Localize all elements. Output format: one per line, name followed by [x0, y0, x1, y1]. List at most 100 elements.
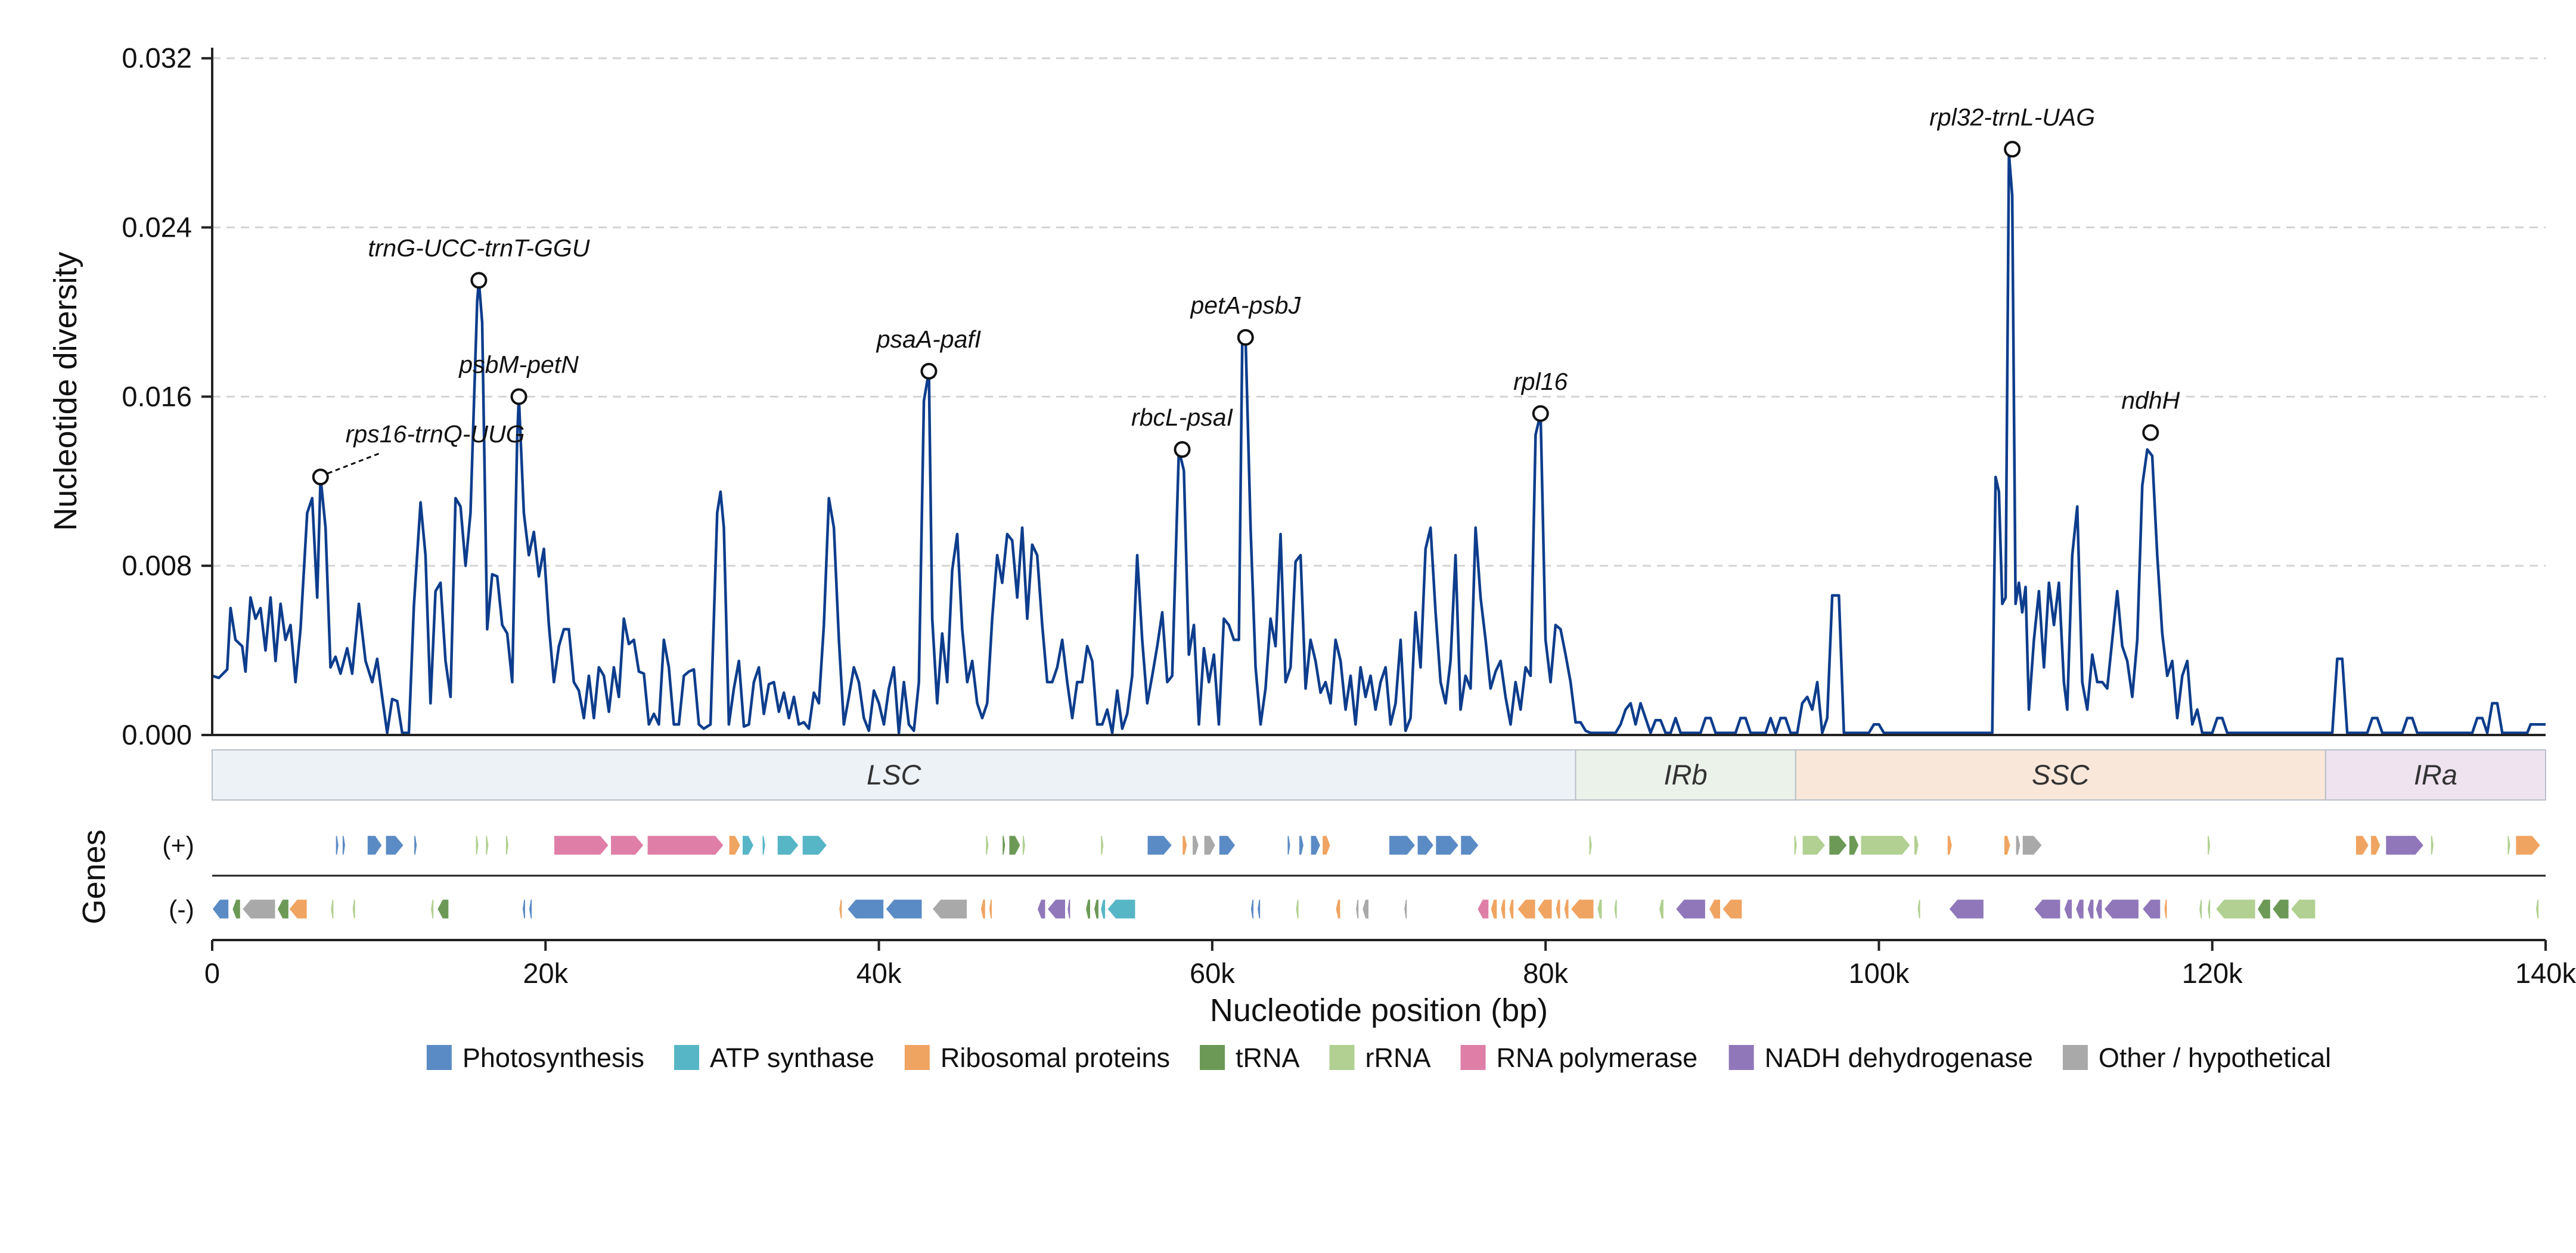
gene-rrna: [1802, 835, 1826, 856]
gene-photo: [1298, 835, 1305, 856]
y-tick-label: 0.000: [122, 719, 192, 750]
strand-plus-label: (+): [162, 832, 194, 860]
legend-label: NADH dehydrogenase: [1765, 1043, 2033, 1073]
gene-trna: [1848, 835, 1860, 856]
diversity-line: [212, 152, 2546, 734]
gene-rnap: [610, 835, 645, 856]
gene-ndh: [2075, 898, 2085, 920]
gene-rrna: [2206, 835, 2211, 856]
peak-label: petA-psbJ: [1189, 291, 1301, 319]
gene-ribo: [728, 835, 741, 856]
x-tick-label: 80k: [1523, 957, 1568, 989]
peak-label: psbM-petN: [458, 351, 579, 378]
strand-minus-label: (-): [169, 895, 194, 924]
legend-item-atp: ATP synthase: [674, 1043, 874, 1073]
gene-photo: [212, 898, 229, 920]
gene-ndh: [2103, 898, 2140, 920]
peak-marker: [2142, 424, 2159, 441]
legend-swatch: [1728, 1045, 1754, 1070]
gene-ribo: [1721, 898, 1743, 920]
legend-swatch: [1329, 1045, 1355, 1070]
gene-rrna: [1613, 898, 1618, 920]
x-tick-label: 120k: [2182, 957, 2243, 989]
gene-trna: [436, 898, 449, 920]
gene-rrna: [1597, 898, 1603, 920]
region-label: LSC: [867, 759, 921, 790]
gene-photo: [1460, 835, 1480, 856]
gene-rrna: [1022, 835, 1026, 856]
gene-photo: [1388, 835, 1417, 856]
gene-other: [2022, 835, 2043, 856]
gene-atp: [762, 835, 766, 856]
peak-marker: [1174, 441, 1191, 458]
gene-rrna: [1588, 835, 1593, 856]
gene-rrna: [985, 835, 989, 856]
gene-ribo: [1563, 898, 1570, 920]
gene-ribo: [1490, 898, 1498, 920]
gene-rnap: [553, 835, 610, 856]
gene-rrna: [2430, 835, 2435, 856]
gene-ribo: [1516, 898, 1537, 920]
gene-other: [932, 898, 968, 920]
region-ira: [2324, 749, 2546, 801]
gene-ribo: [288, 898, 308, 920]
gene-ndh: [1948, 898, 1985, 920]
gene-rnap: [1476, 898, 1489, 920]
x-tick-label: 40k: [856, 957, 902, 989]
gene-ribo: [1181, 835, 1188, 856]
legend-item-trna: tRNA: [1200, 1043, 1300, 1073]
gene-rrna: [352, 898, 356, 920]
gene-ribo: [2003, 835, 2012, 856]
x-tick-label: 20k: [523, 957, 568, 989]
legend-label: Ribosomal proteins: [941, 1043, 1170, 1073]
peak-label: ndhH: [2121, 387, 2180, 414]
gene-trna: [1008, 835, 1022, 856]
peak-marker: [312, 469, 329, 486]
gene-ndh: [2385, 835, 2425, 856]
region-label: SSC: [2032, 759, 2090, 790]
gene-rrna: [475, 835, 480, 856]
gene-ribo: [2163, 898, 2168, 920]
gene-ribo: [1537, 898, 1553, 920]
gene-other: [1361, 898, 1370, 920]
peak-label: rps16-trnQ-UUG: [346, 420, 525, 448]
gene-rrna: [1793, 835, 1798, 856]
region-irb: [1575, 749, 1796, 801]
gene-photo: [522, 898, 526, 920]
gene-ribo: [1500, 898, 1506, 920]
gene-photo: [413, 835, 418, 856]
gene-trna: [1085, 898, 1091, 920]
gene-rrna: [1860, 835, 1911, 856]
gene-rrna: [1913, 835, 1920, 856]
legend-label: RNA polymerase: [1497, 1043, 1698, 1073]
y-tick-label: 0.016: [122, 380, 192, 412]
x-axis-title: Nucleotide position (bp): [1210, 993, 1548, 1028]
gene-photo: [1286, 835, 1292, 856]
legend-swatch: [426, 1045, 452, 1070]
legend-item-ndh: NADH dehydrogenase: [1728, 1043, 2033, 1073]
gene-other: [1191, 835, 1200, 856]
x-tick-label: 60k: [1190, 957, 1235, 989]
gene-ndh: [2063, 898, 2073, 920]
gene-atp: [741, 835, 755, 856]
legend-swatch: [2062, 1045, 2088, 1070]
peak-label: trnG-UCC-trnT-GGU: [368, 234, 589, 262]
gene-other: [1355, 898, 1360, 920]
gene-ndh: [2087, 898, 2094, 920]
legend-swatch: [1460, 1045, 1486, 1070]
gene-ndh: [2095, 898, 2103, 920]
peak-marker: [470, 272, 488, 289]
region-lsc: [212, 749, 1576, 801]
gene-ribo: [2515, 835, 2541, 856]
peak-label: rbcL-psaI: [1131, 404, 1233, 431]
gene-rrna: [2206, 898, 2211, 920]
legend-swatch: [904, 1045, 930, 1070]
legend-swatch: [674, 1045, 700, 1070]
gene-trna: [1001, 835, 1006, 856]
peak-marker: [920, 362, 938, 380]
peak-leader-line: [327, 452, 381, 474]
gene-photo: [884, 898, 923, 920]
legend-item-photo: Photosynthesis: [426, 1043, 644, 1073]
